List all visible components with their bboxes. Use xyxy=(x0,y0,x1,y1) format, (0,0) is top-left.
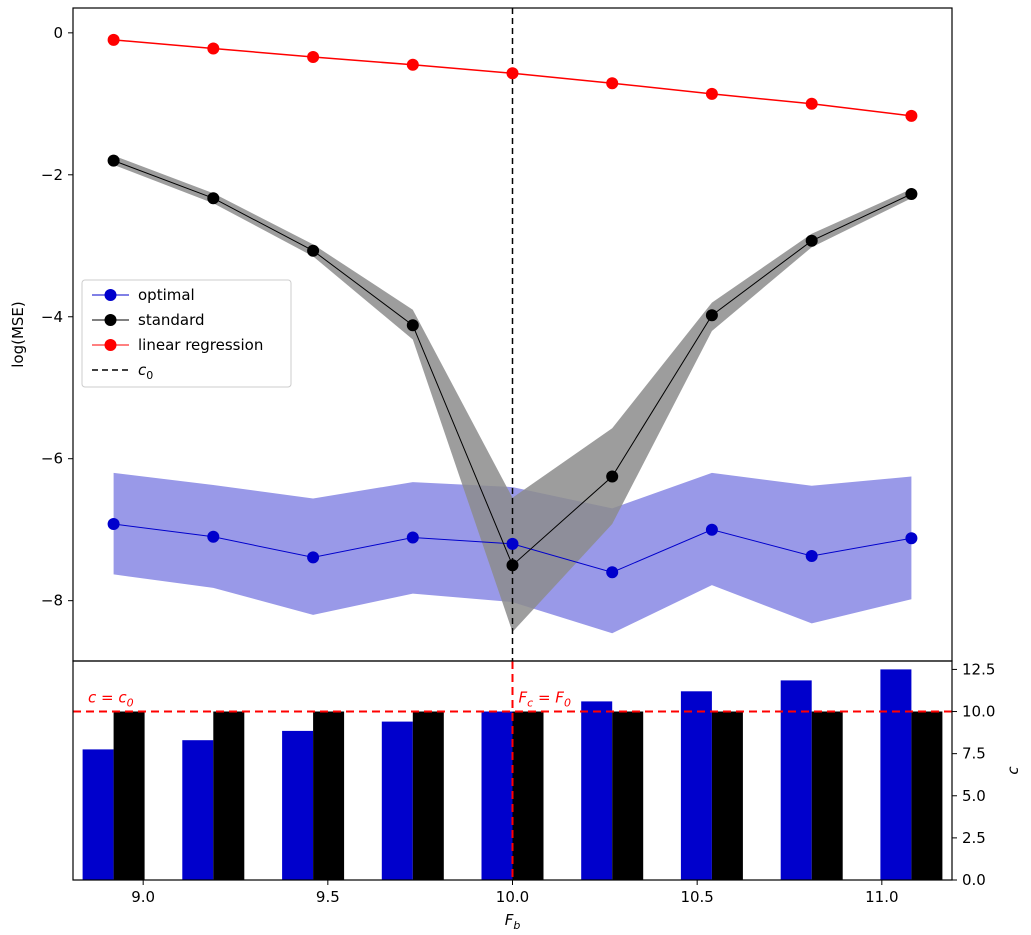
bar-standard xyxy=(113,711,145,880)
annotations: c = c0 Fc = F0 xyxy=(88,689,571,710)
point-standard xyxy=(307,244,320,257)
bar-optimal xyxy=(780,680,812,880)
point-linear-regression xyxy=(207,42,220,55)
bar-standard xyxy=(213,711,245,880)
bar-optimal xyxy=(282,730,314,880)
x-tick-label: 9.0 xyxy=(131,888,155,906)
point-standard xyxy=(506,559,519,572)
y-axis-label-log-mse: log(MSE) xyxy=(9,301,27,368)
point-standard xyxy=(207,192,220,205)
c-tick-label: 12.5 xyxy=(962,660,995,678)
point-optimal xyxy=(506,537,519,550)
point-linear-regression xyxy=(406,58,419,71)
y-tick-label: −6 xyxy=(41,450,63,468)
point-standard xyxy=(705,309,718,322)
legend-box xyxy=(81,279,292,388)
point-optimal xyxy=(606,566,619,579)
y-tick-label: −2 xyxy=(41,166,63,184)
point-standard xyxy=(805,234,818,247)
y-axis-label-c: c xyxy=(1004,766,1022,775)
bar-optimal xyxy=(880,669,912,880)
x-tick-label: 9.5 xyxy=(316,888,340,906)
annotation-fc-equals-f0: Fc = F0 xyxy=(519,689,571,710)
point-linear-regression xyxy=(705,87,718,100)
bar-standard xyxy=(512,711,544,880)
c-tick-label: 2.5 xyxy=(962,829,986,847)
legend-label: c0 xyxy=(138,361,153,382)
c-tick-label: 10.0 xyxy=(962,703,995,721)
point-linear-regression xyxy=(606,77,619,90)
point-optimal xyxy=(207,530,220,543)
legend-handle-marker xyxy=(104,339,117,351)
point-linear-regression xyxy=(506,67,519,80)
point-linear-regression xyxy=(307,51,320,63)
bottom-y-ticks: 0.0 2.5 5.0 7.5 10.0 12.5 xyxy=(952,660,995,889)
bar-optimal xyxy=(680,691,712,880)
bar-standard xyxy=(811,711,843,880)
legend-handle-marker xyxy=(104,314,117,326)
legend-label: standard xyxy=(138,311,205,329)
c-tick-label: 0.0 xyxy=(962,871,986,889)
bar-optimal xyxy=(182,740,214,880)
top-y-ticks: 0 −2 −4 −6 −8 xyxy=(41,24,73,610)
y-tick-label: −4 xyxy=(41,308,63,326)
point-optimal xyxy=(805,550,818,562)
c-tick-label: 7.5 xyxy=(962,745,986,763)
y-tick-label: −8 xyxy=(41,592,63,610)
point-linear-regression xyxy=(107,33,120,46)
bar-optimal xyxy=(381,721,413,880)
bar-standard xyxy=(412,711,444,880)
point-linear-regression xyxy=(805,97,818,110)
point-optimal xyxy=(307,551,320,564)
x-axis-label-fb: Fb xyxy=(505,911,521,932)
x-tick-label: 10.0 xyxy=(496,888,529,906)
bar-optimal xyxy=(481,711,513,880)
bar-standard xyxy=(911,711,943,880)
point-standard xyxy=(107,154,120,167)
top-mse-panel: 0 −2 −4 −6 −8 log(MSE) optimal standard linear… xyxy=(9,7,953,662)
legend: optimal standard linear regression c0 xyxy=(81,279,292,388)
bar-optimal xyxy=(581,701,613,880)
point-optimal xyxy=(107,518,120,530)
legend-handle-marker xyxy=(104,289,117,301)
point-optimal xyxy=(705,523,718,536)
bar-standard xyxy=(313,711,345,880)
point-optimal xyxy=(905,532,918,545)
x-tick-label: 10.5 xyxy=(680,888,713,906)
bottom-bar-panel: c = c0 Fc = F0 0.02.55.07.510.012.5 9.0 9.… xyxy=(72,660,1022,932)
point-optimal xyxy=(406,531,419,544)
legend-label: optimal xyxy=(138,286,195,304)
bar-standard xyxy=(612,711,644,880)
bar-optimal xyxy=(82,749,114,880)
bar-standard xyxy=(711,711,743,880)
legend-label: linear regression xyxy=(138,336,263,354)
band-standard xyxy=(113,155,912,632)
series-markers xyxy=(107,33,918,579)
point-linear-regression xyxy=(905,109,918,122)
c-tick-label: 5.0 xyxy=(962,787,986,805)
annotation-c-equals-c0: c = c0 xyxy=(88,689,134,710)
y-tick-label: 0 xyxy=(53,24,63,42)
point-standard xyxy=(905,188,918,200)
x-ticks: 9.0 9.5 10.0 10.5 11.0 xyxy=(131,880,899,906)
bars xyxy=(82,669,943,880)
x-tick-label: 11.0 xyxy=(865,888,898,906)
point-standard xyxy=(406,319,419,332)
point-standard xyxy=(606,470,619,483)
